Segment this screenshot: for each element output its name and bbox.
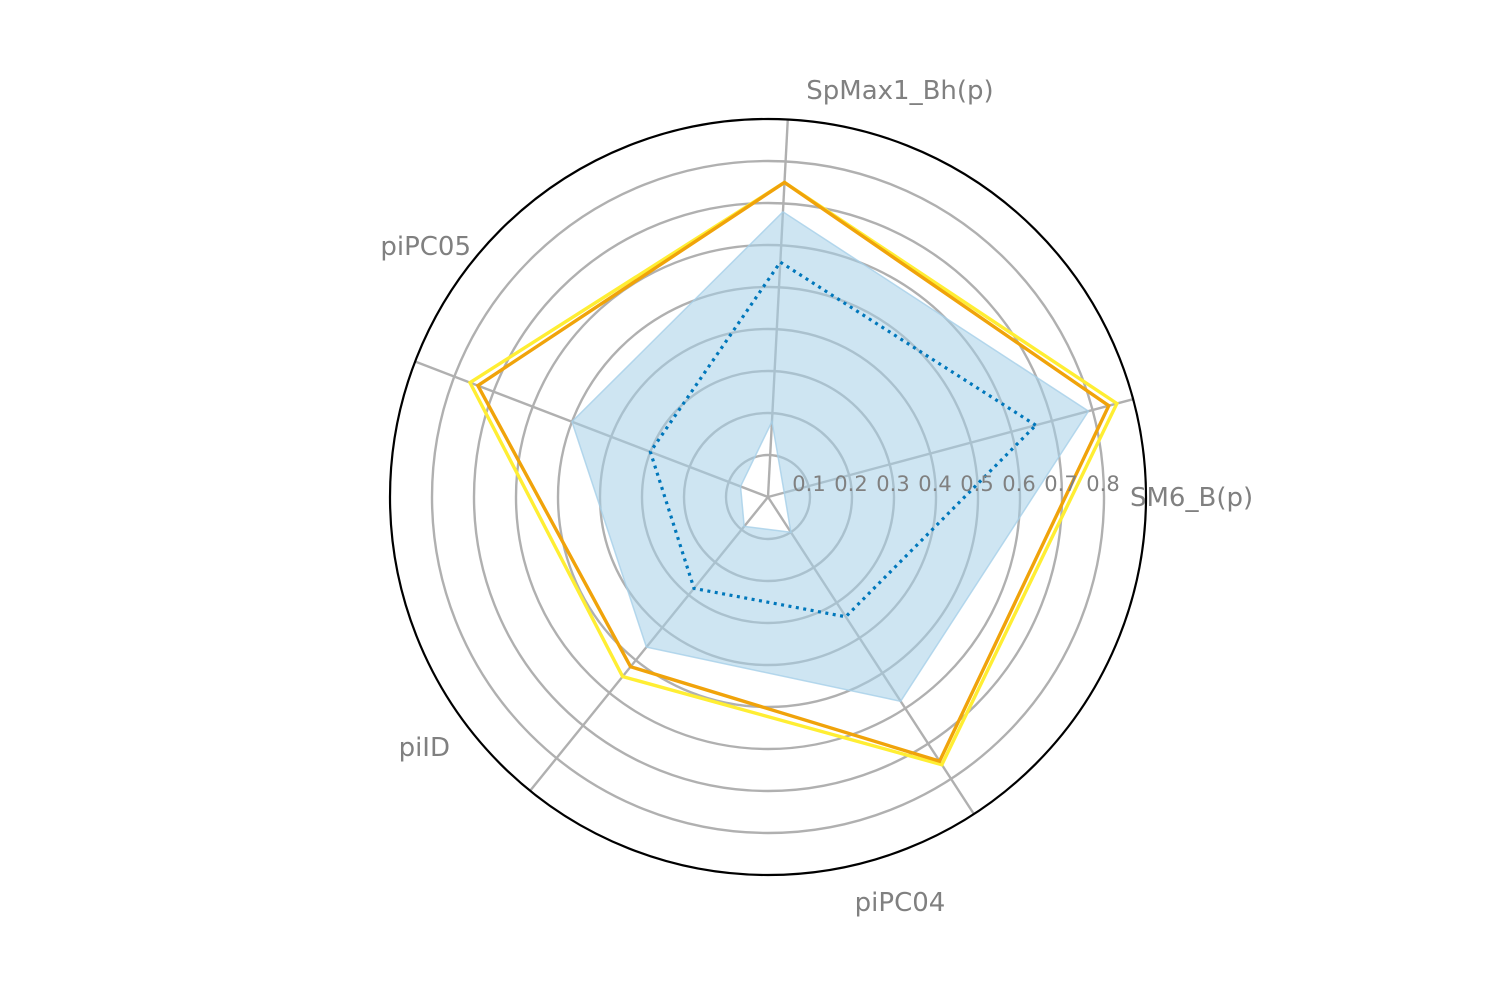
radial-tick-labels: 0.1 0.2 0.3 0.4 0.5 0.6 0.7 0.8 <box>792 472 1119 496</box>
axis-label-0: SM6_B(p) <box>1130 483 1253 513</box>
radial-tick-label: 0.2 <box>834 472 867 496</box>
axis-label-1: SpMax1_Bh(p) <box>806 76 993 106</box>
grid-ring-0.7 <box>472 201 1064 793</box>
radial-tick-label: 0.6 <box>1002 472 1035 496</box>
axis-label-4: piPC04 <box>855 888 946 918</box>
axis-label-3: piID <box>399 733 450 763</box>
radar-series-layer <box>467 180 1120 767</box>
axis-labels: SM6_B(p) SpMax1_Bh(p) piPC05 piID piPC04 <box>380 76 1253 918</box>
radial-tick-label: 0.7 <box>1044 472 1077 496</box>
grid-ring-0.8 <box>430 159 1106 835</box>
series-band <box>571 210 1090 703</box>
radar-band-layer <box>571 210 1090 703</box>
radial-tick-label: 0.8 <box>1086 472 1119 496</box>
radial-tick-label: 0.4 <box>918 472 951 496</box>
outer-frame <box>388 117 1148 877</box>
series-line-3 <box>475 180 1111 764</box>
radial-tick-label: 0.3 <box>876 472 909 496</box>
axis-label-2: piPC05 <box>380 232 471 262</box>
radial-tick-label: 0.5 <box>960 472 993 496</box>
radial-tick-label: 0.1 <box>792 472 825 496</box>
